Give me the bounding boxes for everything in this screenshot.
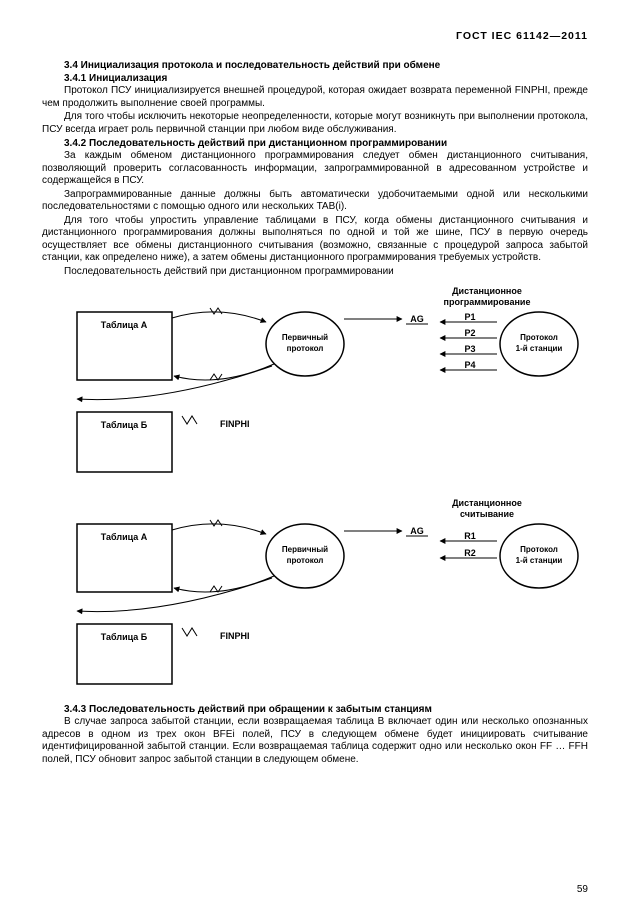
jag-icon xyxy=(210,308,222,314)
diagram1-station-l2: 1-й станции xyxy=(516,344,563,353)
diagram1-primary-l1: Первичный xyxy=(282,333,328,342)
diagram1-p3: P3 xyxy=(464,344,475,354)
diagram1-primary-l2: протокол xyxy=(287,344,324,353)
para-3-4-2-c: Для того чтобы упростить управление табл… xyxy=(42,215,588,265)
diagram1-p1: P1 xyxy=(464,312,475,322)
diagram1-title-line2: программирование xyxy=(444,297,531,307)
jag-icon xyxy=(210,520,222,526)
diagram2-ag: AG xyxy=(410,526,424,536)
diagram2-arc-top xyxy=(172,524,266,534)
page-number: 59 xyxy=(577,884,588,895)
section-3-4-1-title: 3.4.1 Инициализация xyxy=(42,73,588,84)
diagram1-table-a-label: Таблица A xyxy=(101,320,148,330)
jag-icon xyxy=(182,628,197,636)
diagram2-primary-l1: Первичный xyxy=(282,545,328,554)
para-3-4-1-b: Для того чтобы исключить некоторые неопр… xyxy=(42,111,588,136)
para-3-4-2-d: Последовательность действий при дистанци… xyxy=(42,266,588,279)
diagram2-finphi: FINPHI xyxy=(220,631,250,641)
standard-header: ГОСТ IEC 61142—2011 xyxy=(42,30,588,42)
diagram2-r2: R2 xyxy=(464,548,476,558)
jag-icon xyxy=(182,416,197,424)
diagram2-table-b-label: Таблица Б xyxy=(101,632,148,642)
diagram1-station-l1: Протокол xyxy=(520,333,558,342)
diagram-remote-programming: Дистанционное программирование Таблица A… xyxy=(42,284,588,479)
diagram2-station-l1: Протокол xyxy=(520,545,558,554)
diagram1-arc-top xyxy=(172,312,266,322)
para-3-4-2-a: За каждым обменом дистанционного програм… xyxy=(42,150,588,188)
section-3-4-title: 3.4 Инициализация протокола и последоват… xyxy=(42,60,588,71)
para-3-4-2-b: Запрограммированные данные должны быть а… xyxy=(42,189,588,214)
diagram1-arc-bottom xyxy=(174,364,274,380)
section-3-4-2-title: 3.4.2 Последовательность действий при ди… xyxy=(42,138,588,149)
para-3-4-3-a: В случае запроса забытой станции, если в… xyxy=(42,716,588,766)
diagram2-r1: R1 xyxy=(464,531,476,541)
diagram2-title-line1: Дистанционное xyxy=(452,498,522,508)
diagram1-p4: P4 xyxy=(464,360,475,370)
para-3-4-1-a: Протокол ПСУ инициализируется внешней пр… xyxy=(42,85,588,110)
diagram2-title-line2: считывание xyxy=(460,509,514,519)
diagram1-p2: P2 xyxy=(464,328,475,338)
diagram2-primary-l2: протокол xyxy=(287,556,324,565)
diagram1-table-b-label: Таблица Б xyxy=(101,420,148,430)
diagram1-title-line1: Дистанционное xyxy=(452,286,522,296)
diagram1-ag: AG xyxy=(410,314,424,324)
diagram2-station-l2: 1-й станции xyxy=(516,556,563,565)
diagram-remote-reading: Дистанционное считывание Таблица A Табли… xyxy=(42,496,588,691)
diagram2-table-a-label: Таблица A xyxy=(101,532,148,542)
diagram2-arc-bottom xyxy=(174,576,274,592)
section-3-4-3-title: 3.4.3 Последовательность действий при об… xyxy=(42,704,588,715)
diagram1-finphi: FINPHI xyxy=(220,419,250,429)
